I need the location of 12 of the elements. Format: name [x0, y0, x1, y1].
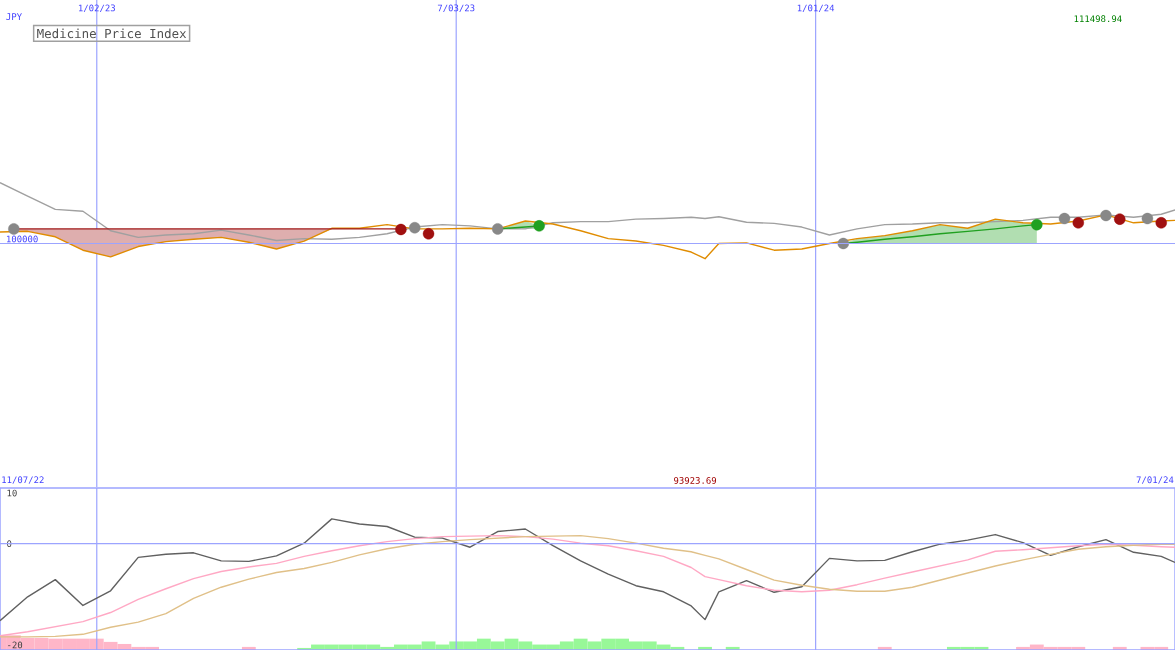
text: JPY [6, 13, 22, 21]
annotation: 100000 [6, 235, 38, 243]
text: 11/07/22 [2, 476, 44, 484]
text: 93923.69 [674, 477, 717, 484]
x-tick-label: 1/01/24 [797, 4, 835, 12]
x-tick-label: 7/03/23 [437, 4, 475, 12]
text: 7/01/24 [1136, 476, 1174, 484]
y-tick-label: 10 [7, 489, 17, 497]
text: 111498.94 [1074, 15, 1122, 23]
y-tick-label: -20 [8, 641, 23, 649]
x-tick-label: 1/02/23 [78, 4, 115, 12]
chart-title: Medicine Price Index [37, 28, 187, 39]
